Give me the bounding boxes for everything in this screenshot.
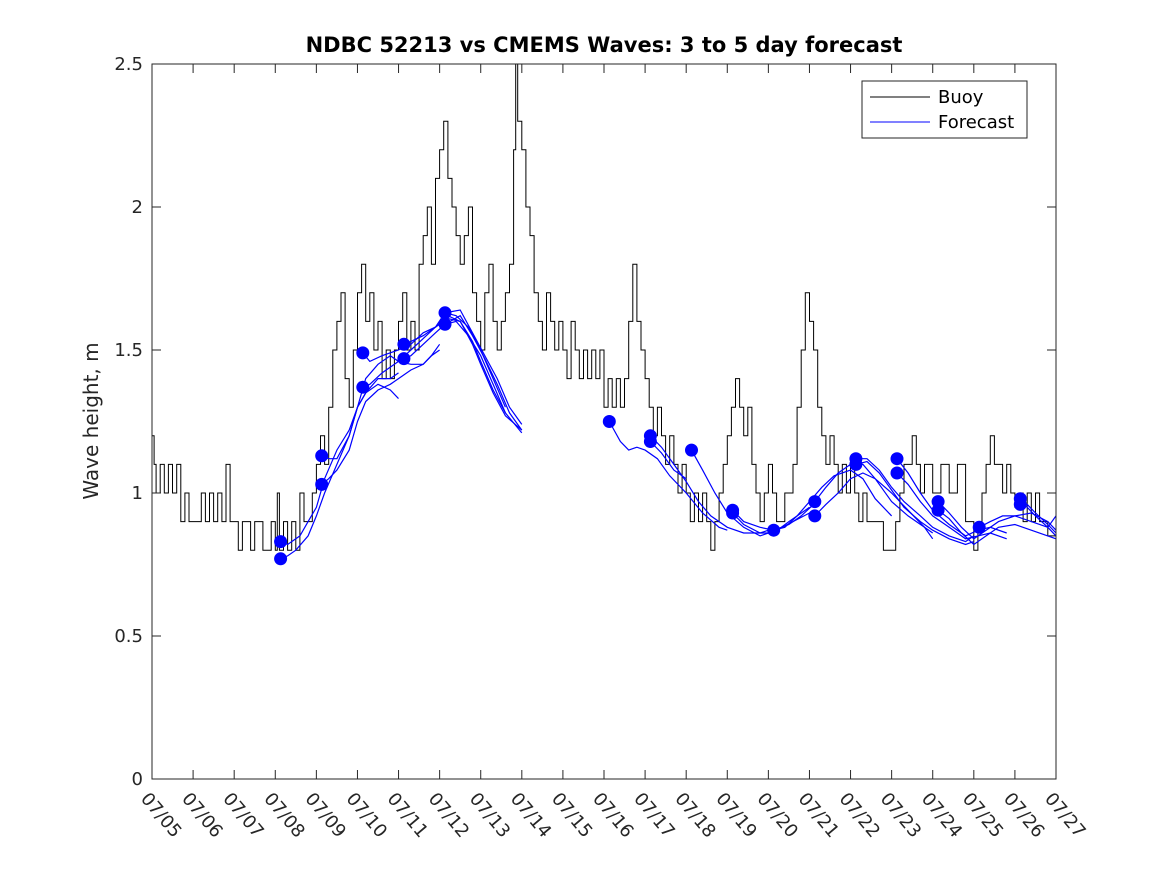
legend-forecast-label: Forecast xyxy=(938,112,1014,133)
forecast-start-marker-18 xyxy=(808,495,822,509)
forecast-line-11 xyxy=(608,421,728,531)
forecast-start-marker-26 xyxy=(972,520,986,534)
forecast-line-24 xyxy=(937,501,1057,540)
forecast-start-marker-6 xyxy=(356,380,370,394)
forecast-line-1 xyxy=(280,372,399,546)
forecast-line-18 xyxy=(814,463,934,534)
forecast-line-12 xyxy=(649,435,769,534)
forecast-start-marker-10 xyxy=(438,317,452,331)
y-tick-label: 0 xyxy=(132,769,143,790)
forecast-line-22 xyxy=(896,458,1007,537)
forecast-start-marker-16 xyxy=(726,506,740,520)
forecast-start-marker-2 xyxy=(274,552,288,566)
forecast-line-21 xyxy=(855,460,975,546)
forecast-line-7 xyxy=(403,309,523,425)
forecast-line-20 xyxy=(855,458,975,543)
legend-buoy-label: Buoy xyxy=(938,87,984,108)
forecast-start-marker-9 xyxy=(438,306,452,320)
data-layer xyxy=(152,63,1057,566)
y-axis-label: Wave height, m xyxy=(79,342,103,499)
forecast-line-16 xyxy=(732,506,810,534)
buoy-series-line xyxy=(152,63,1056,551)
forecast-start-marker-8 xyxy=(397,352,411,366)
forecast-start-marker-21 xyxy=(849,457,863,471)
forecast-start-marker-22 xyxy=(890,452,904,466)
y-tick-label: 1 xyxy=(132,483,143,504)
forecast-start-marker-4 xyxy=(315,477,329,491)
forecast-start-marker-25 xyxy=(931,503,945,517)
forecast-line-2 xyxy=(280,383,399,560)
forecast-line-23 xyxy=(896,472,1007,540)
forecast-start-marker-13 xyxy=(643,435,657,448)
forecast-start-marker-23 xyxy=(890,466,904,480)
forecast-line-13 xyxy=(649,441,687,480)
forecast-start-marker-14 xyxy=(685,443,698,457)
forecast-start-marker-17 xyxy=(767,523,781,537)
forecast-start-marker-28 xyxy=(1013,497,1027,511)
forecast-line-26 xyxy=(978,512,1057,531)
y-tick-label: 2.5 xyxy=(114,54,143,75)
forecast-start-marker-3 xyxy=(315,449,329,463)
legend-box xyxy=(861,80,1028,139)
forecast-line-4 xyxy=(321,349,440,485)
y-tick-label: 0.5 xyxy=(114,626,143,647)
forecast-line-17 xyxy=(773,469,893,531)
y-tick-label: 2 xyxy=(132,197,143,218)
forecast-line-25 xyxy=(937,509,1057,546)
forecast-line-8 xyxy=(403,314,523,431)
y-tick-label: 1.5 xyxy=(114,340,143,361)
chart-title: NDBC 52213 vs CMEMS Waves: 3 to 5 day fo… xyxy=(306,33,903,57)
forecast-line-9 xyxy=(444,312,506,408)
forecast-line-10 xyxy=(444,320,506,414)
forecast-start-marker-7 xyxy=(397,337,411,351)
legend: Buoy Forecast xyxy=(861,80,1028,139)
forecast-start-marker-5 xyxy=(356,346,370,360)
forecast-start-marker-11 xyxy=(602,415,616,428)
forecast-start-marker-19 xyxy=(808,509,822,523)
forecast-start-marker-1 xyxy=(274,535,288,549)
